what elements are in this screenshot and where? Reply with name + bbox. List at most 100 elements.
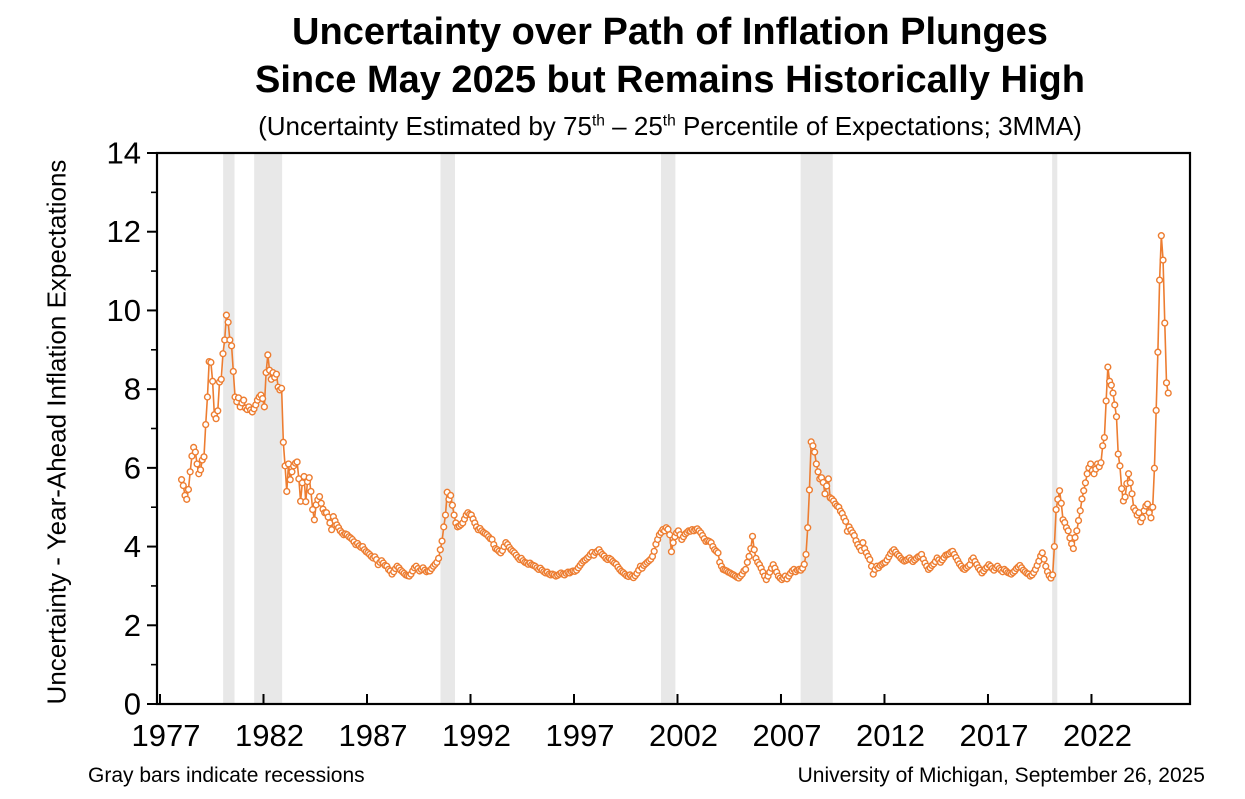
data-point <box>802 550 810 559</box>
data-point <box>279 438 287 446</box>
subtitle-text: Percentile of Expectations; 3MMA) <box>675 111 1082 141</box>
data-point <box>217 375 225 383</box>
data-point <box>748 532 757 540</box>
data-point <box>1081 479 1090 487</box>
subtitle-superscript: th <box>662 112 676 130</box>
data-point <box>438 537 446 545</box>
subtitle-text: – 25 <box>604 111 663 141</box>
data-point <box>859 539 867 547</box>
data-point <box>227 342 236 350</box>
data-point <box>440 523 448 531</box>
data-point <box>259 394 267 403</box>
data-point <box>1143 500 1152 508</box>
data-point <box>1109 389 1117 397</box>
data-point <box>1152 406 1160 415</box>
data-point <box>224 318 232 326</box>
data-point <box>805 486 814 494</box>
data-point <box>434 554 443 562</box>
y-tick-label: 8 <box>124 372 141 407</box>
x-tick-label: 2012 <box>856 718 925 753</box>
data-point <box>1147 514 1155 522</box>
data-point <box>800 560 808 568</box>
data-point <box>1087 460 1095 468</box>
data-point <box>450 511 458 519</box>
data-point <box>240 396 248 404</box>
data-point <box>328 526 336 534</box>
data-point <box>1052 505 1060 514</box>
data-point <box>1157 232 1165 240</box>
data-point <box>821 490 829 498</box>
data-point <box>1055 487 1064 495</box>
data-point <box>1107 381 1115 389</box>
x-tick-label: 1992 <box>442 718 511 753</box>
x-tick-label: 2007 <box>752 718 821 753</box>
data-point <box>1057 499 1065 507</box>
data-point <box>184 485 193 494</box>
data-point <box>811 448 819 456</box>
data-point <box>315 492 324 501</box>
data-point <box>814 468 822 476</box>
data-point <box>1038 549 1046 557</box>
x-tick-label: 2017 <box>959 718 1028 753</box>
chart-subtitle: (Uncertainty Estimated by 75th – 25th Pe… <box>120 111 1220 141</box>
data-point <box>193 460 201 468</box>
data-point <box>866 555 874 564</box>
data-point <box>1069 544 1077 553</box>
recession-band <box>800 153 833 704</box>
data-point <box>1121 493 1129 501</box>
data-point <box>214 407 222 415</box>
source-footnote: University of Michigan, September 26, 20… <box>797 764 1205 787</box>
y-tick-label: 0 <box>124 687 141 722</box>
data-point <box>310 516 318 524</box>
data-point <box>183 495 191 503</box>
data-point <box>1071 533 1079 542</box>
data-point <box>804 524 812 532</box>
data-point <box>264 351 272 359</box>
data-point <box>309 505 317 514</box>
data-point <box>177 476 186 484</box>
recession-footnote: Gray bars indicate recessions <box>88 764 365 787</box>
data-point <box>1104 363 1112 371</box>
x-tick-label: 1997 <box>546 718 615 753</box>
data-point <box>742 565 750 574</box>
data-point <box>1080 487 1088 495</box>
data-point <box>669 539 677 547</box>
data-point <box>1161 319 1169 327</box>
data-point <box>1097 459 1105 467</box>
data-point <box>196 466 205 474</box>
y-tick-label: 12 <box>107 214 141 249</box>
data-point <box>226 336 234 344</box>
data-point <box>714 549 722 557</box>
recession-band <box>254 153 283 704</box>
recession-band <box>1052 153 1058 704</box>
data-point <box>191 448 199 456</box>
data-point <box>745 552 753 561</box>
data-point <box>229 367 237 376</box>
recession-band <box>440 153 455 704</box>
data-point <box>260 403 268 411</box>
data-point <box>1074 516 1083 525</box>
data-point <box>1064 527 1072 535</box>
data-point <box>1128 490 1136 498</box>
data-point <box>207 358 215 366</box>
data-point <box>1102 397 1110 405</box>
data-point <box>1159 256 1167 264</box>
data-point <box>650 547 658 555</box>
y-tick-label: 4 <box>124 529 141 564</box>
data-point <box>179 481 187 490</box>
data-point <box>1124 470 1133 478</box>
data-point <box>1040 555 1048 563</box>
title-block: Uncertainty over Path of Inflation Plung… <box>120 8 1220 141</box>
data-point <box>1150 464 1159 472</box>
data-point <box>667 548 676 556</box>
data-point <box>1164 389 1172 397</box>
data-point <box>307 487 315 496</box>
data-point <box>1111 401 1119 409</box>
data-point <box>1050 542 1058 551</box>
y-tick-label: 10 <box>107 293 141 328</box>
y-tick-label: 14 <box>107 136 141 171</box>
data-point <box>317 499 325 507</box>
data-point <box>1078 495 1086 503</box>
